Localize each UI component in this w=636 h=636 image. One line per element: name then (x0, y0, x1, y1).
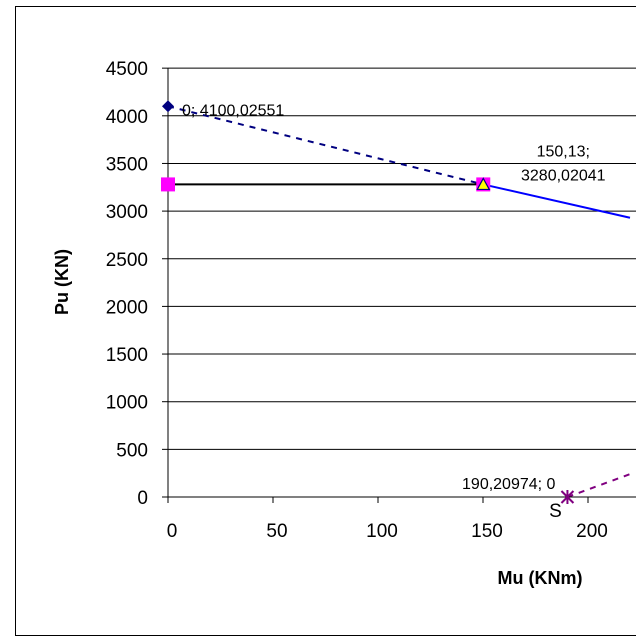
x-axis-title: Mu (KNm) (498, 568, 583, 588)
y-tick-label: 3000 (106, 202, 148, 223)
y-tick-label: 1500 (106, 345, 148, 366)
x-tick-label: 150 (471, 521, 503, 542)
series-line-4 (567, 473, 631, 498)
x-tick-label: 100 (366, 521, 398, 542)
series-lines (167, 105, 631, 498)
square-marker (161, 177, 175, 192)
data-label-line: 3280,02041 (521, 167, 606, 184)
data-labels: 0; 4100,02551 150,13; 3280,02041 190,20974;… (182, 102, 606, 522)
y-tick-label: 1000 (106, 393, 148, 414)
y-axis-title: Pu (KN) (52, 249, 72, 315)
series-line-2 (483, 183, 631, 219)
x-tick-label: 200 (576, 521, 608, 542)
data-label-line: 150,13; (537, 143, 590, 160)
chart-frame (15, 6, 636, 636)
x-tick-label: 50 (266, 521, 287, 542)
y-tick-label: 2000 (106, 297, 148, 318)
data-label-line: 190,20974; 0 (462, 476, 556, 493)
x-tick-label: 0 (167, 521, 178, 542)
data-label-line: 0; 4100,02551 (182, 102, 284, 119)
star-marker (560, 490, 575, 504)
diamond-marker (162, 100, 174, 113)
axes: 0 500 1000 1500 2000 2500 3000 3500 4000 4500 0 50 1… (106, 59, 636, 542)
y-tick-label: 500 (116, 440, 148, 461)
data-label-4: S (549, 501, 562, 522)
y-tick-label: 2500 (106, 250, 148, 271)
markers (161, 100, 575, 504)
y-tick-label: 4000 (106, 107, 148, 128)
data-label-1: 0; 4100,02551 (182, 102, 284, 119)
y-tick-label: 3500 (106, 154, 148, 175)
data-label-3: 190,20974; 0 (462, 476, 556, 493)
y-tick-label: 4500 (106, 59, 148, 80)
y-tick-label: 0 (137, 488, 148, 509)
data-label-line: S (549, 501, 562, 522)
triangle-marker (476, 177, 491, 191)
data-label-2: 150,13; 3280,02041 (521, 143, 606, 184)
gridlines (168, 67, 636, 450)
